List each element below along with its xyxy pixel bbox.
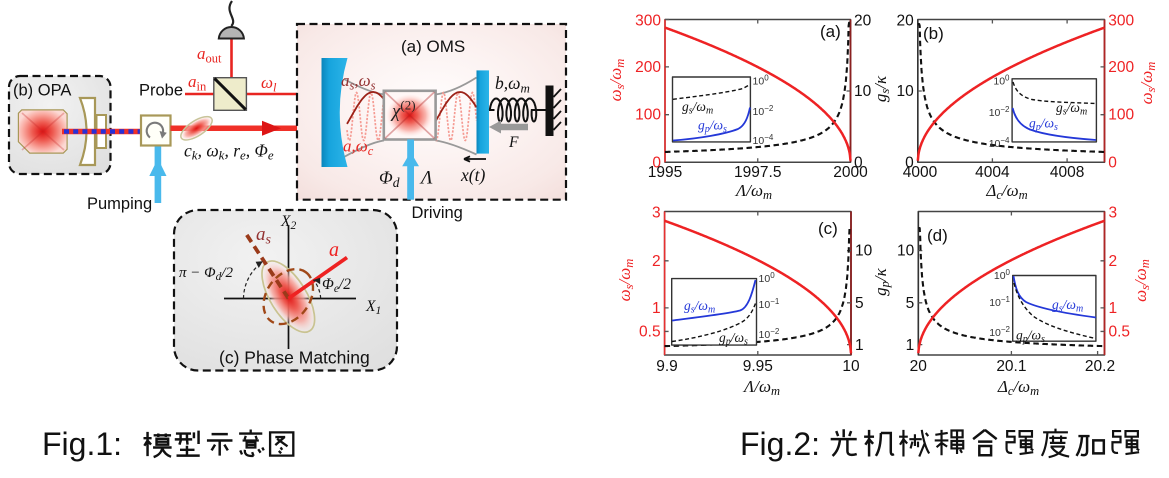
svg-text:0: 0 [652, 154, 661, 171]
svg-text:2: 2 [652, 253, 661, 270]
svg-text:ωl: ωl [261, 73, 277, 95]
svg-text:5: 5 [906, 295, 915, 312]
svg-text:(a) OMS: (a) OMS [401, 37, 465, 56]
svg-text:100: 100 [753, 74, 770, 88]
svg-text:1: 1 [1109, 300, 1118, 317]
svg-text:10: 10 [842, 358, 860, 375]
svg-text:ωs/ωm: ωs/ωm [1137, 62, 1158, 105]
svg-text:gp/ωs: gp/ωs [1016, 328, 1045, 346]
svg-text:1: 1 [652, 300, 661, 317]
svg-text:(a): (a) [820, 22, 841, 41]
svg-text:20: 20 [897, 13, 915, 30]
svg-text:3: 3 [1109, 205, 1118, 222]
svg-text:Λ/ωm: Λ/ωm [734, 181, 772, 202]
svg-text:5: 5 [855, 295, 864, 312]
svg-text:Δc/ωm: Δc/ωm [997, 377, 1039, 398]
svg-text:200: 200 [1108, 59, 1134, 76]
svg-text:ωs/ωm: ωs/ωm [615, 259, 636, 302]
svg-text:20: 20 [910, 358, 928, 375]
svg-text:10: 10 [854, 83, 872, 100]
svg-text:gp/κ: gp/κ [871, 267, 892, 295]
svg-text:ωs/ωm: ωs/ωm [606, 59, 627, 102]
svg-text:ain: ain [188, 72, 207, 94]
svg-text:0.5: 0.5 [1109, 324, 1131, 341]
svg-text:10−4: 10−4 [753, 133, 774, 147]
svg-text:100: 100 [759, 271, 776, 285]
svg-text:gp/ωs: gp/ωs [1029, 116, 1058, 134]
svg-text:(b): (b) [923, 24, 944, 43]
svg-text:π − Φd/2: π − Φd/2 [179, 265, 233, 283]
svg-text:0: 0 [854, 154, 863, 171]
svg-text:4004: 4004 [975, 164, 1010, 181]
svg-text:4000: 4000 [903, 164, 938, 181]
svg-text:F: F [508, 134, 519, 151]
svg-text:gp/ωs: gp/ωs [698, 118, 727, 136]
svg-text:9.9: 9.9 [656, 358, 678, 375]
svg-text:Φe/2: Φe/2 [322, 276, 351, 295]
svg-text:100: 100 [1108, 107, 1134, 124]
svg-text:(c): (c) [818, 219, 838, 238]
svg-text:10: 10 [855, 243, 873, 260]
svg-text:2: 2 [1109, 253, 1118, 270]
svg-text:(d): (d) [927, 226, 948, 245]
svg-text:1: 1 [906, 337, 915, 354]
svg-text:as,ωs: as,ωs [341, 71, 376, 93]
svg-text:100: 100 [994, 268, 1011, 282]
svg-text:1997.5: 1997.5 [734, 164, 781, 181]
svg-text:3: 3 [652, 205, 661, 222]
svg-text:10−2: 10−2 [759, 327, 780, 341]
svg-text:300: 300 [635, 13, 661, 30]
svg-text:10: 10 [897, 83, 915, 100]
svg-text:9.95: 9.95 [743, 358, 773, 375]
svg-text:gp/ωs: gp/ωs [719, 330, 748, 348]
svg-text:Pumping: Pumping [87, 195, 152, 213]
svg-text:200: 200 [635, 59, 661, 76]
svg-text:Fig.1:: Fig.1: [42, 426, 122, 462]
svg-text:20.1: 20.1 [996, 358, 1026, 375]
svg-text:a,ωc: a,ωc [343, 137, 374, 159]
svg-text:a: a [329, 239, 339, 261]
svg-text:20: 20 [854, 13, 872, 30]
svg-text:10−4: 10−4 [989, 136, 1010, 150]
svg-text:ωs/ωm: ωs/ωm [1131, 259, 1152, 302]
svg-text:100: 100 [635, 107, 661, 124]
svg-text:aout: aout [197, 44, 222, 66]
svg-text:10−2: 10−2 [753, 104, 774, 118]
svg-text:20.2: 20.2 [1085, 358, 1115, 375]
svg-text:10−2: 10−2 [989, 105, 1010, 119]
svg-text:(b) OPA: (b) OPA [13, 82, 71, 100]
svg-text:x(t): x(t) [460, 165, 485, 185]
svg-text:1: 1 [855, 337, 864, 354]
svg-text:Fig.2:: Fig.2: [740, 426, 820, 462]
svg-text:Probe: Probe [139, 82, 183, 100]
svg-text:ck, ωk, re, Φe: ck, ωk, re, Φe [184, 141, 274, 163]
svg-text:(c) Phase Matching: (c) Phase Matching [219, 348, 370, 368]
svg-text:Λ: Λ [419, 168, 433, 189]
svg-text:0: 0 [905, 154, 914, 171]
svg-text:Δc/ωm: Δc/ωm [985, 181, 1027, 202]
svg-text:gs/κ: gs/κ [871, 75, 892, 102]
svg-text:10: 10 [897, 243, 915, 260]
svg-text:1995: 1995 [648, 164, 682, 181]
svg-text:10−2: 10−2 [989, 325, 1010, 339]
svg-text:Λ/ωm: Λ/ωm [742, 377, 780, 398]
svg-text:4008: 4008 [1050, 164, 1084, 181]
svg-text:10−1: 10−1 [989, 295, 1010, 309]
svg-text:0: 0 [1108, 154, 1117, 171]
svg-text:2000: 2000 [833, 164, 868, 181]
svg-text:0.5: 0.5 [639, 324, 661, 341]
svg-text:Driving: Driving [412, 204, 463, 222]
svg-text:10−1: 10−1 [759, 297, 780, 311]
svg-text:300: 300 [1108, 13, 1134, 30]
svg-text:100: 100 [993, 74, 1010, 88]
